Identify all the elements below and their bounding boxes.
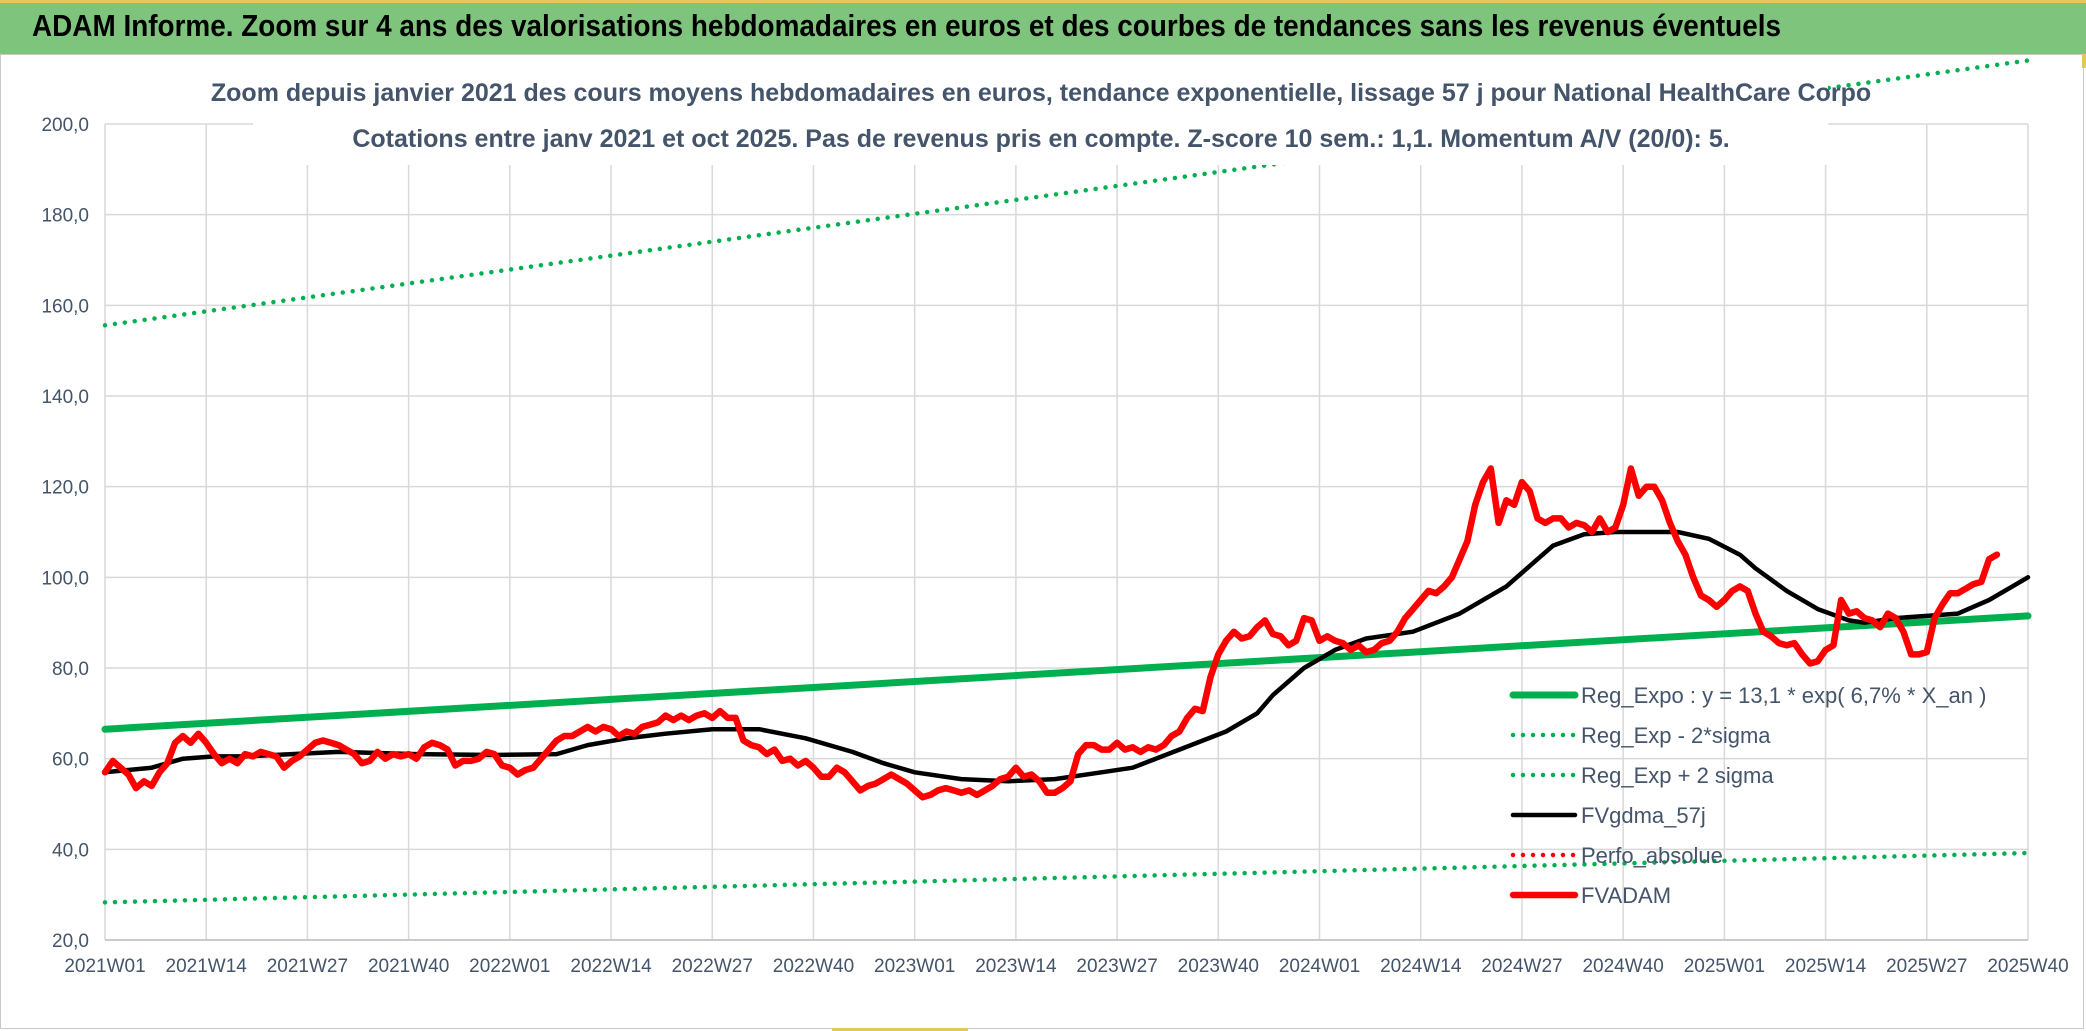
y-tick-label: 160,0 [41,296,89,317]
chart-frame: 20,0 40,0 60,0 80,0 100,0 120,0 140,0 160,0 180,… [0,54,2084,1029]
chart: 20,0 40,0 60,0 80,0 100,0 120,0 140,0 160,0 180,… [41,58,2069,977]
x-tick-label: 2021W40 [368,956,449,977]
series-line-fvadam [101,465,2001,801]
x-tick-label: 2021W14 [166,956,248,977]
legend-label: FVADAM [1581,883,1671,908]
frame-accent [832,1028,968,1031]
x-tick-label: 2023W14 [975,956,1057,977]
chart-series [101,58,2032,905]
frame-accent [2082,54,2086,68]
y-tick-label: 80,0 [52,659,89,680]
chart-title: Zoom depuis janvier 2021 des cours moyen… [211,79,1871,107]
y-tick-label: 100,0 [41,568,89,589]
report-title: ADAM Informe. Zoom sur 4 ans des valoris… [32,8,1781,43]
x-axis: 2021W01 2021W14 2021W27 2021W40 2022W01 2022W… [64,956,2068,977]
x-tick-label: 2023W01 [874,956,955,977]
x-tick-label: 2024W14 [1380,956,1462,977]
chart-legend: Reg_Expo : y = 13,1 * exp( 6,7% * X_an )… [1509,683,1986,908]
x-tick-label: 2022W14 [570,956,652,977]
x-tick-label: 2023W40 [1178,956,1259,977]
legend-label: Perfo_absolue [1581,843,1723,868]
x-tick-label: 2021W27 [267,956,348,977]
x-tick-label: 2022W40 [773,956,854,977]
x-tick-label: 2024W27 [1481,956,1562,977]
chart-subtitle: Cotations entre janv 2021 et oct 2025. P… [352,125,1729,153]
legend-label: Reg_Expo : y = 13,1 * exp( 6,7% * X_an ) [1581,683,1986,708]
y-tick-label: 40,0 [52,840,89,861]
x-tick-label: 2025W01 [1684,956,1765,977]
y-tick-label: 60,0 [52,750,89,771]
legend-label: FVgdma_57j [1581,803,1706,828]
x-tick-label: 2025W14 [1785,956,1867,977]
x-tick-label: 2024W01 [1279,956,1360,977]
x-tick-label: 2025W27 [1886,956,1967,977]
series-line-fvgdma-57j [102,529,2031,784]
series-line-reg-exp [102,850,2031,905]
x-tick-label: 2024W40 [1582,956,1663,977]
y-tick-label: 140,0 [41,387,89,408]
y-tick-label: 20,0 [52,931,89,952]
x-tick-label: 2023W27 [1076,956,1157,977]
y-tick-label: 180,0 [41,206,89,227]
y-axis: 20,0 40,0 60,0 80,0 100,0 120,0 140,0 160,0 180,… [41,115,89,952]
x-tick-label: 2021W01 [64,956,145,977]
series-line-reg-exp [102,58,2031,328]
chart-titles: Zoom depuis janvier 2021 des cours moyen… [211,61,1871,165]
y-tick-label: 200,0 [41,115,89,136]
x-tick-label: 2022W27 [672,956,753,977]
x-tick-label: 2022W01 [469,956,550,977]
report-header: ADAM Informe. Zoom sur 4 ans des valoris… [0,0,2086,54]
series-line-reg-expo [101,612,2032,733]
legend-label: Reg_Exp - 2*sigma [1581,723,1771,748]
legend-label: Reg_Exp + 2 sigma [1581,763,1774,788]
y-tick-label: 120,0 [41,478,89,499]
chart-grid [104,123,2029,941]
title-background [253,61,1828,165]
x-tick-label: 2025W40 [1987,956,2068,977]
